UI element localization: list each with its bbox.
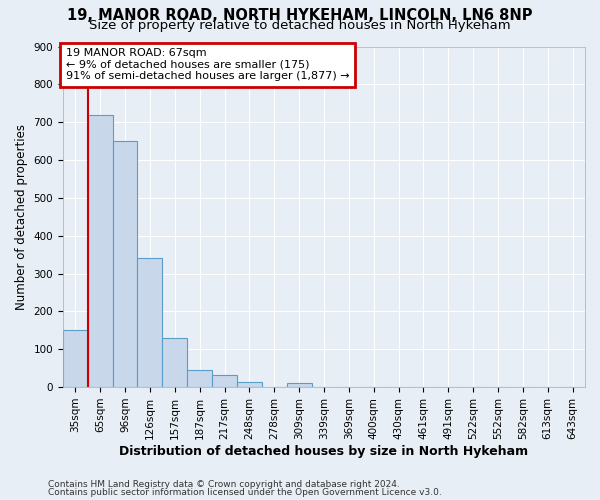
Bar [88, 114, 113, 387]
Text: Contains public sector information licensed under the Open Government Licence v3: Contains public sector information licen… [48, 488, 442, 497]
Bar [163, 338, 187, 387]
Bar [113, 141, 137, 387]
Y-axis label: Number of detached properties: Number of detached properties [15, 124, 28, 310]
Bar [63, 330, 88, 387]
Bar [187, 370, 212, 387]
Bar [212, 374, 237, 387]
Text: Size of property relative to detached houses in North Hykeham: Size of property relative to detached ho… [89, 18, 511, 32]
Text: Contains HM Land Registry data © Crown copyright and database right 2024.: Contains HM Land Registry data © Crown c… [48, 480, 400, 489]
Text: 19 MANOR ROAD: 67sqm
← 9% of detached houses are smaller (175)
91% of semi-detac: 19 MANOR ROAD: 67sqm ← 9% of detached ho… [65, 48, 349, 82]
Bar [237, 382, 262, 387]
Bar [137, 258, 163, 387]
X-axis label: Distribution of detached houses by size in North Hykeham: Distribution of detached houses by size … [119, 444, 529, 458]
Bar [287, 384, 311, 387]
Text: 19, MANOR ROAD, NORTH HYKEHAM, LINCOLN, LN6 8NP: 19, MANOR ROAD, NORTH HYKEHAM, LINCOLN, … [67, 8, 533, 22]
